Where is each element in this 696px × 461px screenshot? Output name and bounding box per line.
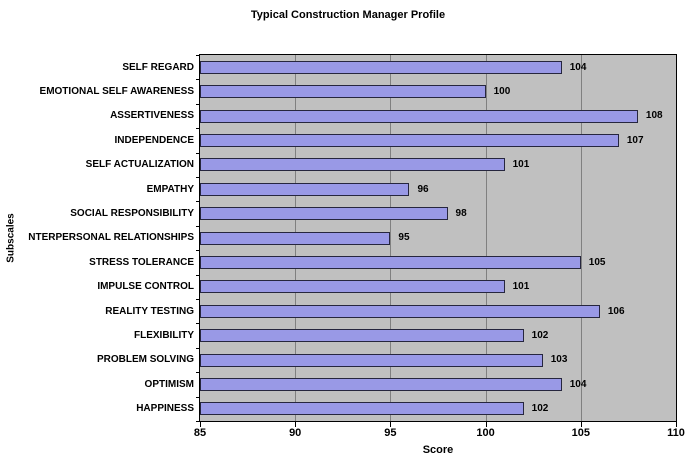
y-tick-mark [196,79,200,80]
value-label: 103 [550,354,568,366]
value-label: 102 [531,403,549,415]
category-label: STRESS TOLERANCE [89,256,194,268]
bar-impulse-control [200,280,505,294]
category-label: SOCIAL RESPONSIBILITY [70,208,194,220]
value-label: 101 [512,281,530,293]
x-tick-label: 85 [193,427,207,439]
x-tick-mark [676,422,677,427]
bar-assertiveness [200,109,638,123]
value-label: 101 [512,159,530,171]
y-tick-mark [196,201,200,202]
y-tick-mark [196,128,200,129]
bar-independence [200,133,619,147]
category-label: FLEXIBILITY [134,330,194,342]
gridline-100 [485,55,487,421]
category-label: NTERPERSONAL RELATIONSHIPS [28,232,194,244]
value-label: 106 [607,305,625,317]
y-tick-mark [196,153,200,154]
chart-title: Typical Construction Manager Profile [250,9,446,21]
bar-social-responsibility [200,207,448,221]
bar-nterpersonal-relationships [200,231,391,245]
x-tick-mark [581,422,582,427]
category-label: HAPPINESS [136,403,194,415]
value-label: 95 [398,232,410,244]
category-label: ASSERTIVENESS [110,110,194,122]
x-axis-title: Score [422,444,454,456]
category-label: EMPATHY [146,183,194,195]
bar-happiness [200,402,524,416]
bar-problem-solving [200,353,543,367]
value-label: 96 [417,183,429,195]
x-tick-label: 105 [571,427,590,439]
y-tick-mark [196,177,200,178]
y-tick-mark [196,348,200,349]
category-label: REALITY TESTING [105,305,194,317]
y-tick-mark [196,372,200,373]
y-tick-mark [196,323,200,324]
value-label: 102 [531,330,549,342]
bar-self-actualization [200,158,505,172]
bar-empathy [200,182,410,196]
category-label: SELF REGARD [122,61,194,73]
category-label: SELF ACTUALIZATION [85,159,194,171]
category-label: EMOTIONAL SELF AWARENESS [39,86,194,98]
category-label: IMPULSE CONTROL [97,281,194,293]
value-label: 104 [569,378,587,390]
value-label: 105 [588,256,606,268]
y-tick-mark [196,55,200,56]
x-tick-label: 100 [476,427,495,439]
y-tick-mark [196,104,200,105]
x-tick-label: 95 [384,427,397,439]
bar-stress-tolerance [200,255,581,269]
gridline-105 [580,55,582,421]
plot-area [199,54,677,422]
x-tick-mark [486,422,487,427]
bar-optimism [200,377,562,391]
x-tick-mark [200,422,201,427]
bar-flexibility [200,329,524,343]
category-label: OPTIMISM [144,378,194,390]
value-label: 104 [569,61,587,73]
y-tick-mark [196,275,200,276]
value-label: 98 [455,208,467,220]
y-tick-mark [196,421,200,422]
y-tick-mark [196,250,200,251]
value-label: 107 [626,134,644,146]
x-tick-label: 90 [289,427,302,439]
gridline-95 [390,55,392,421]
y-tick-mark [196,226,200,227]
bar-reality-testing [200,304,600,318]
y-tick-mark [196,299,200,300]
x-tick-mark [295,422,296,427]
bar-self-regard [200,60,562,74]
bar-emotional-self-awareness [200,85,486,99]
category-label: PROBLEM SOLVING [96,354,194,366]
y-tick-mark [196,397,200,398]
value-label: 108 [645,110,663,122]
category-label: INDEPENDENCE [114,134,194,146]
x-tick-mark [390,422,391,427]
value-label: 100 [493,86,511,98]
x-tick-label: 110 [667,427,685,439]
